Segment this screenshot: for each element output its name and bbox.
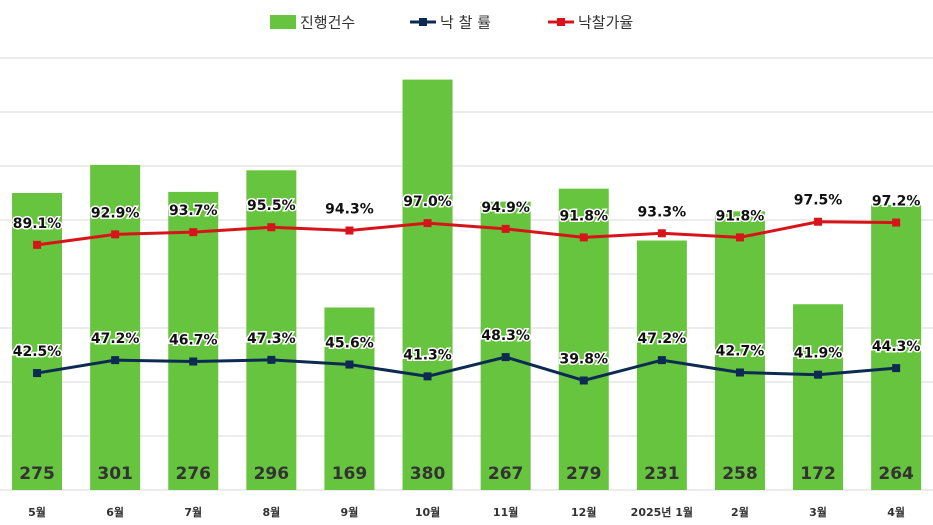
point-label: 89.1% — [13, 216, 62, 232]
bar — [324, 307, 375, 490]
legend-label: 진행건수 — [300, 14, 355, 32]
point-label: 97.0% — [403, 194, 452, 210]
line-marker — [33, 240, 42, 249]
point-label: 44.3% — [872, 339, 921, 355]
x-tick-label: 7월 — [184, 505, 202, 519]
point-label: 45.6% — [325, 336, 374, 352]
point-label: 47.3% — [247, 331, 296, 347]
point-label: 48.3% — [481, 328, 530, 344]
bar-label: 169 — [332, 464, 368, 484]
line-marker — [423, 219, 432, 228]
point-label: 93.3% — [638, 204, 687, 220]
bar-label: 267 — [488, 464, 524, 484]
line — [36, 355, 897, 383]
x-tick-label: 4월 — [887, 505, 905, 519]
line-marker — [814, 370, 823, 379]
x-tick-label: 8월 — [262, 505, 280, 519]
point-label: 46.7% — [169, 333, 218, 349]
bar — [12, 193, 63, 490]
line-marker — [892, 364, 901, 373]
legend-swatch — [270, 15, 296, 29]
point-label: 97.2% — [872, 194, 921, 210]
line-marker — [501, 353, 510, 362]
line-marker — [579, 233, 588, 242]
line-marker — [267, 223, 276, 232]
x-tick-label: 11월 — [493, 505, 518, 519]
line-marker — [814, 217, 823, 226]
line-marker — [735, 368, 744, 377]
x-tick-label: 6월 — [106, 505, 124, 519]
legend-label: 낙 찰 률 — [440, 14, 491, 32]
bar-label: 279 — [566, 464, 602, 484]
line-marker — [345, 360, 354, 369]
line-marker — [345, 226, 354, 235]
line-marker — [892, 218, 901, 227]
line-marker — [189, 228, 198, 237]
point-label: 93.7% — [169, 203, 218, 219]
x-tick-label: 10월 — [415, 505, 440, 519]
point-label: 41.3% — [403, 347, 452, 363]
bar — [168, 191, 219, 491]
line-marker — [657, 229, 666, 238]
legend-swatch — [557, 18, 565, 26]
line-marker — [501, 224, 510, 233]
bar — [480, 201, 531, 490]
line-marker — [111, 230, 120, 239]
legend-label: 낙찰가율 — [578, 14, 633, 32]
x-tick-label: 2월 — [731, 505, 749, 519]
bar — [714, 211, 765, 491]
bar — [793, 304, 844, 490]
line-marker — [657, 356, 666, 365]
bar — [402, 79, 453, 490]
bar-label: 276 — [176, 464, 212, 484]
bar — [871, 204, 922, 490]
x-tick-label: 9월 — [341, 505, 359, 519]
line-marker — [111, 356, 120, 365]
point-label: 47.2% — [91, 331, 140, 347]
line-marker — [33, 369, 42, 378]
line-marker — [579, 376, 588, 385]
point-label: 42.5% — [13, 344, 62, 360]
x-tick-label: 2025년 1월 — [631, 505, 693, 519]
legend-swatch — [419, 18, 427, 26]
line — [36, 220, 897, 247]
point-label: 94.9% — [481, 200, 530, 216]
bar-label: 380 — [410, 464, 446, 484]
bar-label: 264 — [878, 464, 914, 484]
bar — [90, 164, 141, 491]
x-tick-label: 12월 — [571, 505, 596, 519]
x-tick-label: 3월 — [809, 505, 827, 519]
bar-label: 231 — [644, 464, 680, 484]
line-marker — [267, 355, 276, 364]
point-label: 41.9% — [794, 346, 843, 362]
bar-label: 172 — [800, 464, 836, 484]
point-label: 47.2% — [638, 331, 687, 347]
bar-label: 301 — [97, 464, 133, 484]
line-marker — [189, 357, 198, 366]
point-label: 95.5% — [247, 198, 296, 214]
point-label: 39.8% — [559, 351, 608, 367]
bar-label: 258 — [722, 464, 758, 484]
point-label: 94.3% — [325, 202, 374, 218]
point-label: 91.8% — [559, 208, 608, 224]
bar-label: 275 — [19, 464, 55, 484]
bar-label: 296 — [254, 464, 290, 484]
point-label: 97.5% — [794, 193, 843, 209]
point-label: 91.8% — [716, 208, 765, 224]
point-label: 42.7% — [716, 344, 765, 360]
x-tick-label: 5월 — [28, 505, 46, 519]
point-label: 92.9% — [91, 205, 140, 221]
line-marker — [735, 233, 744, 242]
line-marker — [423, 372, 432, 381]
